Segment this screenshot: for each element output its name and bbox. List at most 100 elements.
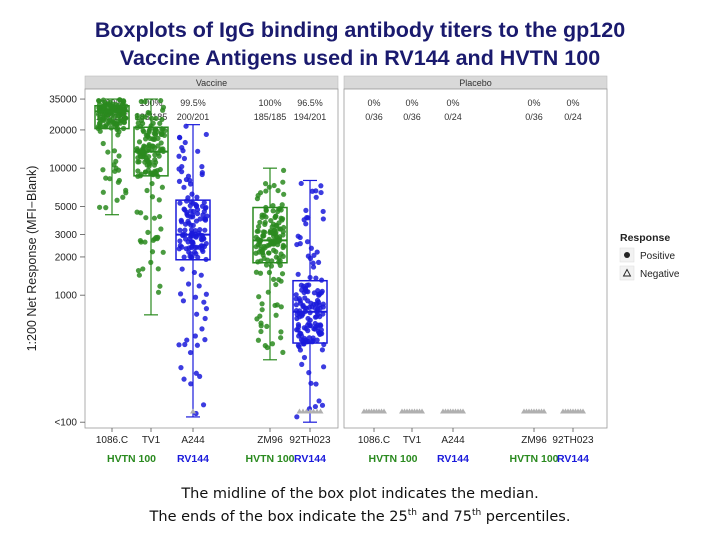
data-point-1086c [121, 111, 127, 117]
data-point-a244 [181, 376, 187, 382]
data-point-zm96 [257, 313, 263, 319]
data-point-zm96 [277, 262, 283, 268]
negative-marker-92th023 [317, 408, 324, 414]
data-point-a244 [190, 222, 196, 228]
data-point-tv1 [135, 267, 142, 274]
data-point-a244 [194, 194, 200, 200]
slide-title-line-2: Vaccine Antigens used in RV144 and HVTN … [119, 46, 601, 70]
data-point-1086c [121, 119, 127, 126]
data-point-92th023 [321, 364, 327, 370]
data-point-tv1 [145, 229, 151, 235]
data-point-a244 [181, 254, 187, 260]
data-point-92th023 [303, 207, 309, 213]
data-point-92th023 [319, 402, 326, 408]
data-point-tv1 [157, 120, 163, 126]
data-point-zm96 [280, 349, 286, 355]
data-point-a244 [188, 381, 194, 387]
data-point-a244 [196, 283, 202, 289]
data-point-1086c [103, 205, 109, 211]
data-point-a244 [176, 342, 182, 348]
data-point-zm96 [256, 294, 262, 300]
data-point-92th023 [306, 370, 312, 376]
data-point-a244 [202, 227, 208, 233]
data-point-a244 [199, 169, 205, 176]
data-point-92th023 [319, 347, 326, 353]
frac-label-placebo-tv1: 0/36 [403, 112, 421, 122]
data-point-92th023 [295, 322, 302, 328]
data-point-92th023 [297, 314, 303, 320]
trial-label-rv144: RV144 [177, 453, 209, 465]
data-point-zm96 [279, 202, 285, 208]
data-point-tv1 [153, 115, 159, 122]
x-tick-label-92th023: 92TH023 [552, 435, 594, 446]
caption-line-2: The ends of the box indicate the 25th an… [149, 508, 571, 525]
data-point-tv1 [150, 136, 156, 142]
data-point-92th023 [312, 403, 318, 410]
data-point-zm96 [280, 179, 286, 185]
data-point-a244 [201, 299, 207, 305]
data-point-1086c [115, 179, 121, 185]
data-point-zm96 [278, 207, 284, 213]
data-point-tv1 [151, 162, 158, 168]
data-point-1086c [112, 168, 118, 174]
data-point-a244 [185, 281, 192, 287]
frac-label-vaccine-92th023: 194/201 [294, 112, 327, 122]
data-point-a244 [192, 333, 198, 339]
data-point-zm96 [278, 335, 284, 341]
data-point-a244 [192, 294, 199, 300]
frac-label-placebo-92th023: 0/24 [564, 112, 582, 122]
slide-title: Boxplots of IgG binding antibody titers … [0, 16, 720, 72]
pct-label-vaccine-a244: 99.5% [180, 98, 206, 108]
data-point-a244 [180, 148, 186, 154]
data-point-zm96 [273, 312, 279, 318]
trial-label-hvtn100: HVTN 100 [509, 453, 558, 465]
legend-label-positive: Positive [640, 251, 675, 262]
data-point-a244 [185, 195, 191, 201]
pct-label-placebo-zm96: 0% [527, 98, 540, 108]
legend-key-negative [619, 265, 635, 281]
frac-label-placebo-a244: 0/24 [444, 112, 462, 122]
data-point-zm96 [255, 337, 262, 343]
data-point-a244 [179, 266, 185, 272]
data-point-1086c [109, 116, 115, 122]
data-point-tv1 [160, 107, 166, 113]
trial-label-hvtn100: HVTN 100 [368, 453, 417, 465]
data-point-a244 [192, 201, 199, 208]
data-point-a244 [177, 227, 183, 233]
data-point-zm96 [264, 243, 271, 249]
data-point-92th023 [295, 342, 302, 348]
data-point-92th023 [314, 249, 320, 255]
data-point-zm96 [260, 252, 266, 258]
data-point-zm96 [262, 181, 269, 187]
data-point-tv1 [138, 239, 144, 245]
data-point-92th023 [309, 304, 315, 310]
data-point-zm96 [263, 262, 270, 268]
data-point-zm96 [259, 301, 265, 307]
data-point-1086c [116, 97, 123, 103]
trial-label-rv144: RV144 [557, 453, 589, 465]
data-point-1086c [118, 106, 124, 112]
data-point-tv1 [149, 180, 155, 187]
pct-label-placebo-92th023: 0% [566, 98, 579, 108]
legend-negative-icon [622, 268, 632, 277]
data-point-zm96 [270, 276, 277, 282]
data-point-92th023 [293, 292, 299, 298]
data-point-a244 [186, 249, 192, 255]
data-point-92th023 [314, 337, 320, 343]
trial-label-hvtn100: HVTN 100 [107, 453, 156, 465]
data-point-zm96 [262, 229, 268, 235]
data-point-a244 [189, 212, 196, 218]
caption: The midline of the box plot indicates th… [0, 483, 720, 529]
data-point-a244 [203, 131, 209, 138]
box-1086c [94, 105, 130, 130]
box-a244 [175, 199, 211, 261]
data-point-zm96 [253, 250, 259, 256]
data-point-92th023 [313, 314, 320, 320]
data-point-a244 [177, 291, 184, 297]
x-tick-label-zm96: ZM96 [521, 435, 547, 446]
data-point-zm96 [280, 167, 287, 174]
data-point-1086c [100, 189, 106, 195]
data-point-tv1 [134, 112, 140, 119]
data-point-tv1 [134, 209, 140, 215]
data-point-a244 [178, 365, 184, 371]
